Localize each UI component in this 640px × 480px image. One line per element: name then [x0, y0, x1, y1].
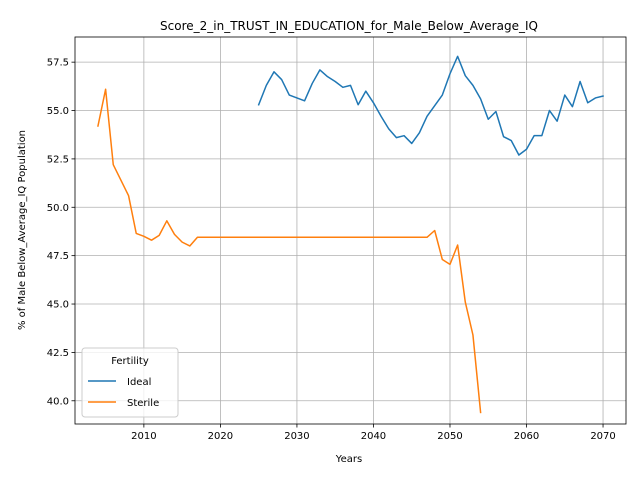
y-tick-label: 50.0: [47, 203, 69, 214]
y-tick-label: 52.5: [47, 154, 69, 165]
legend-title: Fertility: [111, 356, 149, 367]
series-line-ideal: [257, 55, 604, 156]
y-tick-label: 42.5: [47, 348, 69, 359]
legend-box: [81, 347, 179, 418]
y-tick-label: 40.0: [47, 396, 69, 407]
y-tick-label: 57.5: [47, 58, 69, 69]
y-tick-label: 45.0: [47, 300, 69, 311]
x-tick-label: 2070: [590, 431, 615, 442]
series-line-sterile: [97, 88, 482, 414]
legend: Fertility Ideal Sterile: [81, 347, 179, 418]
y-axis-ticks: 40.0 42.5 45.0 47.5 50.0 52.5 55.0 57.5: [47, 58, 75, 407]
x-tick-label: 2050: [437, 431, 462, 442]
x-axis-label: Years: [335, 454, 362, 465]
series-layer: [97, 55, 604, 414]
y-tick-label: 55.0: [47, 106, 69, 117]
legend-label-ideal: Ideal: [127, 377, 151, 388]
x-tick-label: 2010: [131, 431, 156, 442]
legend-label-sterile: Sterile: [127, 398, 159, 409]
x-tick-label: 2040: [361, 431, 386, 442]
x-tick-label: 2020: [208, 431, 233, 442]
y-axis-label: % of Male Below_Average_IQ Population: [17, 130, 28, 330]
chart-title: Score_2_in_TRUST_IN_EDUCATION_for_Male_B…: [160, 19, 538, 33]
x-tick-label: 2030: [284, 431, 309, 442]
x-tick-label: 2060: [514, 431, 539, 442]
y-tick-label: 47.5: [47, 251, 69, 262]
plot-frame: [74, 36, 627, 425]
x-axis-ticks: 2010 2020 2030 2040 2050 2060 2070: [131, 424, 616, 442]
